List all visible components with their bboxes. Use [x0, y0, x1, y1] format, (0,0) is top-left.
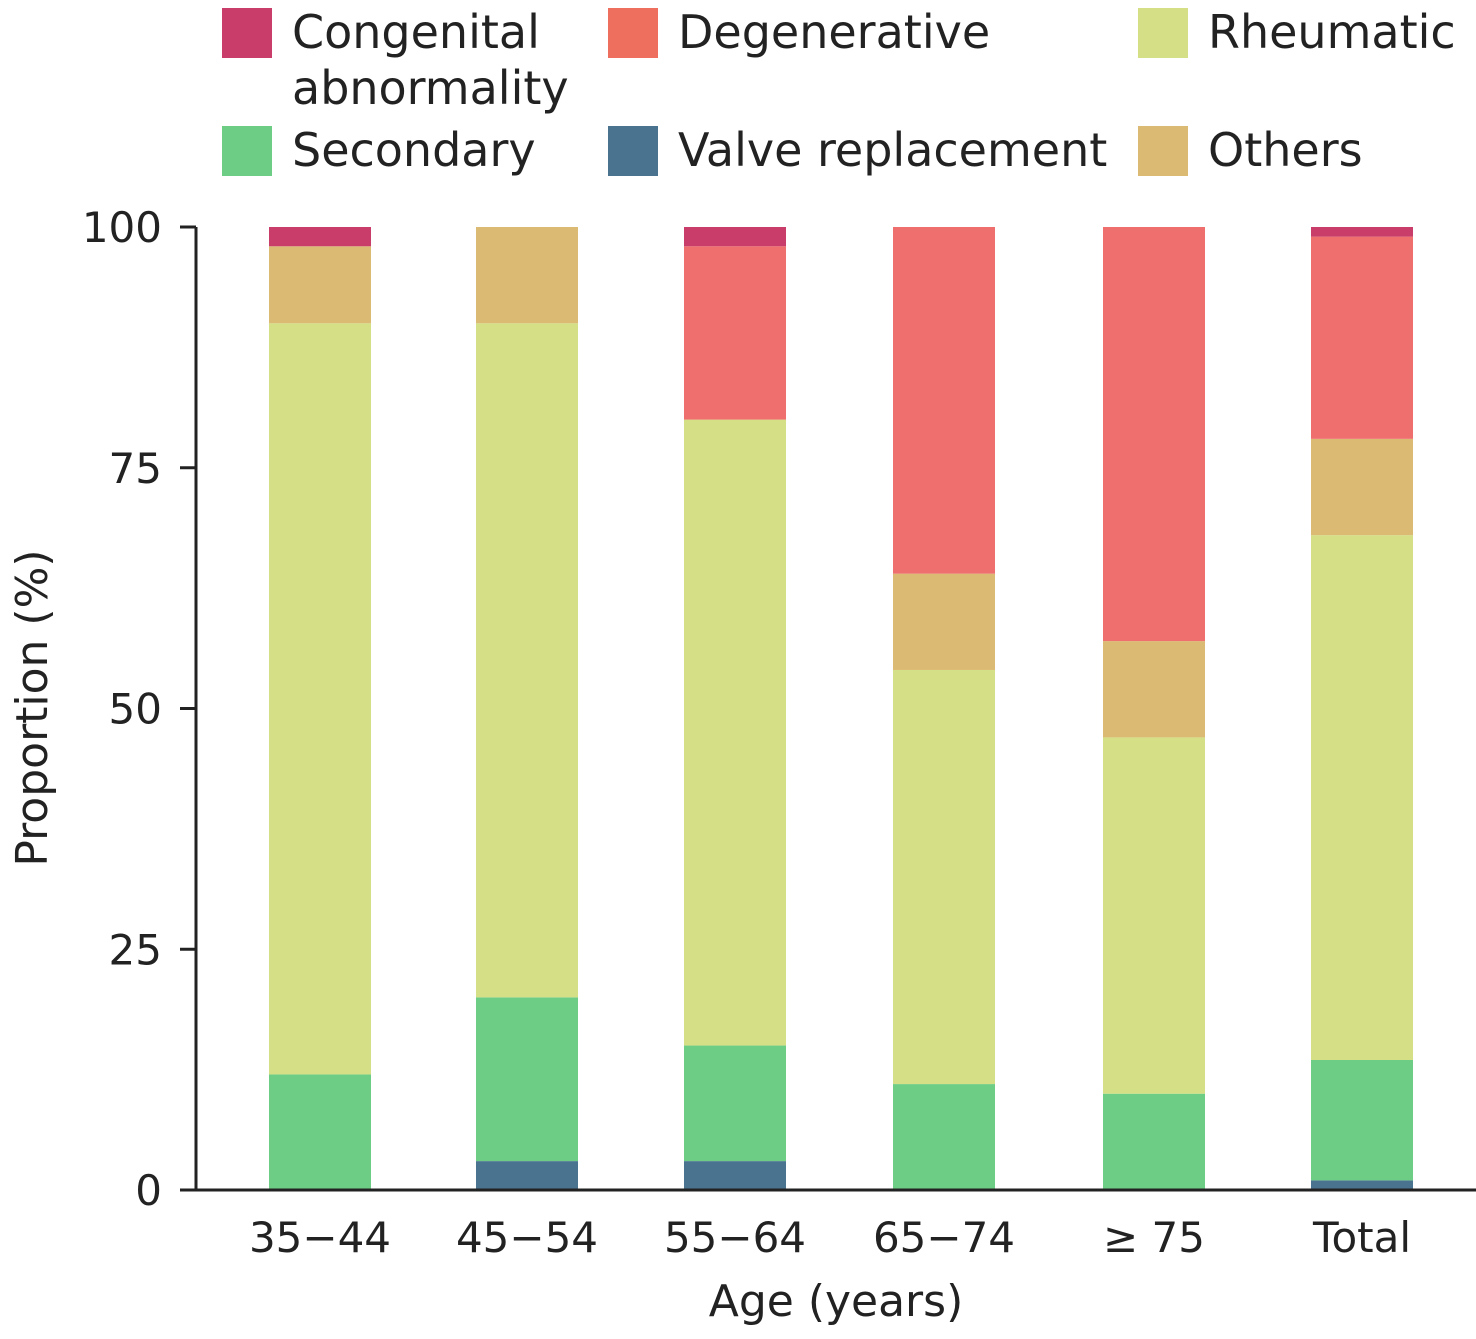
legend-swatch-valve-replacement [608, 126, 658, 176]
bar-segment-congenital-abnormality-2 [684, 227, 786, 247]
bar-segment-secondary-3 [893, 1084, 995, 1190]
axes-layer [194, 227, 1476, 1192]
bar-segment-secondary-4 [1103, 1093, 1205, 1190]
bar-segment-rheumatic-0 [269, 323, 371, 1075]
bar-segment-valve-replacement-1 [476, 1161, 578, 1190]
bar-segment-degenerative-3 [893, 227, 995, 574]
legend-label-degenerative: Degenerative [678, 5, 991, 59]
legend-item-degenerative: Degenerative [608, 5, 990, 60]
x-tick-label-3: 65−74 [873, 1213, 1015, 1262]
x-tick-label-0: 35−44 [249, 1213, 391, 1262]
legend-item-valve-replacement: Valve replacement [608, 123, 1107, 178]
bar-segment-secondary-5 [1311, 1059, 1413, 1181]
bar-segment-others-0 [269, 246, 371, 324]
legend-swatch-degenerative [608, 8, 658, 58]
legend-swatch-others [1138, 126, 1188, 176]
y-tick-label-2: 50 [109, 685, 162, 734]
bar-segment-rheumatic-4 [1103, 737, 1205, 1094]
bar-segment-rheumatic-1 [476, 323, 578, 998]
legend: Congenital abnormality Degenerative Rheu… [0, 0, 1476, 200]
legend-swatch-secondary [222, 126, 272, 176]
legend-swatch-congenital [222, 8, 272, 58]
bar-segment-secondary-0 [269, 1074, 371, 1190]
legend-label-others: Others [1208, 123, 1363, 177]
legend-label-congenital: Congenital abnormality [292, 5, 569, 115]
y-ticks: 0 25 50 75 100 [82, 203, 196, 1215]
bar-segment-congenital-abnormality-0 [269, 227, 371, 247]
y-tick-label-4: 100 [82, 203, 162, 252]
legend-item-congenital: Congenital abnormality [222, 5, 582, 116]
x-tick-label-5: Total [1312, 1213, 1411, 1262]
x-tick-label-2: 55−64 [664, 1213, 806, 1262]
x-axis-title: Age (years) [709, 1276, 964, 1327]
bar-segment-others-3 [893, 573, 995, 670]
legend-item-others: Others [1138, 123, 1363, 178]
legend-label-valve-replacement: Valve replacement [678, 123, 1108, 177]
legend-item-secondary: Secondary [222, 123, 536, 178]
y-tick-label-1: 25 [109, 925, 162, 974]
bar-segment-others-4 [1103, 641, 1205, 738]
bar-segment-degenerative-5 [1311, 236, 1413, 439]
bar-segment-rheumatic-3 [893, 669, 995, 1085]
bar-segment-others-1 [476, 227, 578, 324]
bar-segment-congenital-abnormality-5 [1311, 227, 1413, 237]
bar-segment-others-5 [1311, 438, 1413, 536]
legend-label-rheumatic: Rheumatic [1208, 5, 1456, 59]
bar-segment-valve-replacement-5 [1311, 1180, 1413, 1190]
bar-segment-rheumatic-5 [1311, 535, 1413, 1060]
bar-segment-rheumatic-2 [684, 419, 786, 1046]
bar-segment-degenerative-2 [684, 246, 786, 420]
legend-swatch-rheumatic [1138, 8, 1188, 58]
legend-item-rheumatic: Rheumatic [1138, 5, 1456, 60]
x-ticks: 35−44 45−54 55−64 65−74 ≥ 75 Total [249, 1213, 1411, 1262]
x-tick-label-1: 45−54 [456, 1213, 598, 1262]
bar-segment-degenerative-4 [1103, 227, 1205, 642]
y-tick-label-3: 75 [109, 444, 162, 493]
bar-segment-secondary-2 [684, 1045, 786, 1162]
bar-segment-secondary-1 [476, 997, 578, 1162]
y-tick-label-0: 0 [135, 1166, 162, 1215]
legend-label-secondary: Secondary [292, 123, 536, 177]
x-tick-label-4: ≥ 75 [1103, 1213, 1205, 1262]
bars-layer [269, 227, 1413, 1190]
bar-segment-valve-replacement-2 [684, 1161, 786, 1190]
y-axis-title: Proportion (%) [7, 549, 58, 866]
